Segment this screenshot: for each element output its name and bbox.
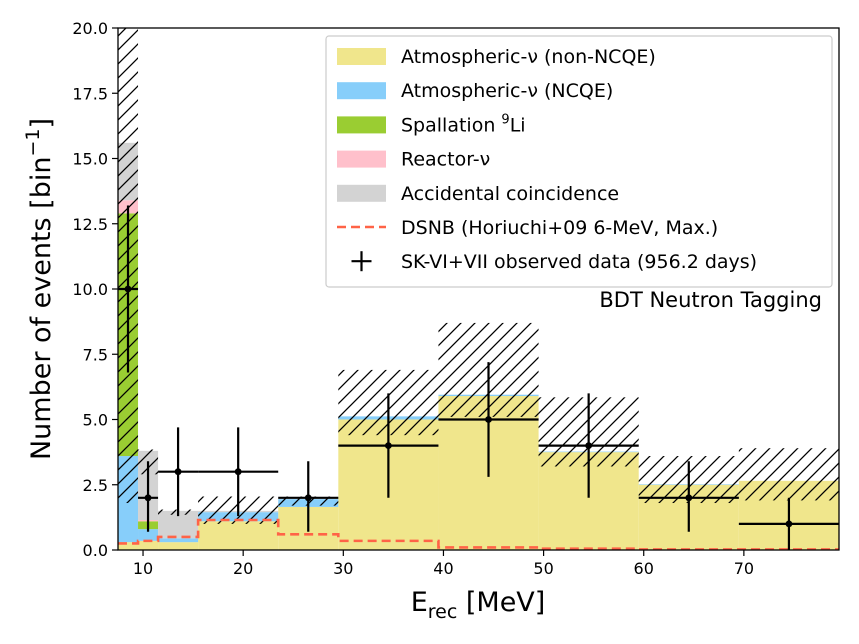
y-tick-label-8: 20.0 [72, 19, 108, 38]
y-tick-label-5: 12.5 [72, 215, 108, 234]
data-point-0 [118, 205, 139, 373]
legend-swatch-4 [337, 184, 386, 202]
legend-swatch-1 [337, 82, 386, 100]
x-tick-label-6: 70 [734, 559, 754, 578]
legend-label-dsnb: DSNB (Horiuchi+09 6-MeV, Max.) [401, 217, 718, 239]
bar-segment-0-1 [138, 540, 159, 550]
data-point-6 [438, 362, 539, 477]
annotation-text: BDT Neutron Tagging [599, 288, 822, 312]
data-marker-2 [174, 468, 182, 476]
data-point-7 [538, 393, 639, 498]
bar-segment-0-0 [118, 542, 139, 550]
x-axis-label: Erec [MeV] [411, 587, 546, 623]
y-tick-label-2: 5.0 [83, 411, 108, 430]
legend-swatch-3 [337, 150, 386, 168]
data-point-5 [338, 393, 439, 498]
legend-label-4: Accidental coincidence [401, 183, 619, 205]
bar-segment-1-1 [138, 529, 159, 541]
bar-segment-0-3 [198, 521, 279, 550]
uncertainty-hatch-9 [738, 448, 839, 501]
y-tick-label-7: 17.5 [72, 84, 108, 103]
y-tick-label-4: 10.0 [72, 280, 108, 299]
y-tick-label-3: 7.5 [83, 345, 108, 364]
legend-label-1: Atmospheric-ν (NCQE) [401, 80, 613, 102]
data-point-4 [278, 461, 339, 532]
data-marker-1 [144, 494, 152, 502]
data-marker-3 [234, 468, 242, 476]
data-marker-7 [585, 442, 593, 449]
x-axis-ticks: 10 20 30 40 50 60 70 [133, 550, 754, 578]
y-tick-label-1: 2.5 [83, 476, 108, 495]
bar-segment-1-2 [158, 538, 199, 543]
x-tick-label-4: 50 [533, 559, 553, 578]
data-point-1 [138, 461, 159, 532]
data-point-9 [738, 497, 839, 550]
legend-label-3: Reactor-ν [401, 149, 490, 171]
x-tick-label-1: 20 [233, 559, 253, 578]
y-tick-label-0: 0.0 [83, 541, 108, 560]
data-marker-5 [384, 442, 392, 449]
data-marker-9 [785, 520, 793, 528]
data-marker-4 [304, 494, 312, 502]
data-point-2 [158, 427, 199, 517]
data-point-8 [638, 461, 739, 532]
dsnb-line [118, 518, 839, 550]
data-marker-8 [685, 494, 693, 502]
data-point-3 [198, 427, 279, 517]
y-tick-label-6: 15.0 [72, 150, 108, 169]
legend-label-0: Atmospheric-ν (non-NCQE) [401, 46, 656, 68]
bar-segment-0-2 [158, 542, 199, 550]
x-tick-label-3: 40 [433, 559, 453, 578]
legend-swatch-0 [337, 48, 386, 65]
observed-data-points [118, 205, 839, 550]
legend-label-data: SK-VI+VII observed data (956.2 days) [401, 251, 757, 273]
data-marker-0 [124, 285, 132, 293]
data-marker-6 [485, 416, 492, 423]
y-axis-label: Number of events [bin−1] [22, 118, 57, 460]
legend-box [325, 35, 833, 288]
legend-label-2: Spallation 9Li [401, 112, 526, 136]
x-tick-label-0: 10 [133, 559, 153, 578]
dsnb-line-group [118, 518, 839, 550]
y-axis-ticks: 0.0 2.5 5.0 7.5 10.0 12.5 15.0 17.5 20.0 [72, 19, 118, 560]
x-tick-label-5: 60 [634, 559, 654, 578]
legend-swatch-2 [337, 116, 386, 134]
x-tick-label-2: 30 [333, 559, 353, 578]
legend: Atmospheric-ν (non-NCQE) Atmospheric-ν (N… [325, 35, 833, 288]
